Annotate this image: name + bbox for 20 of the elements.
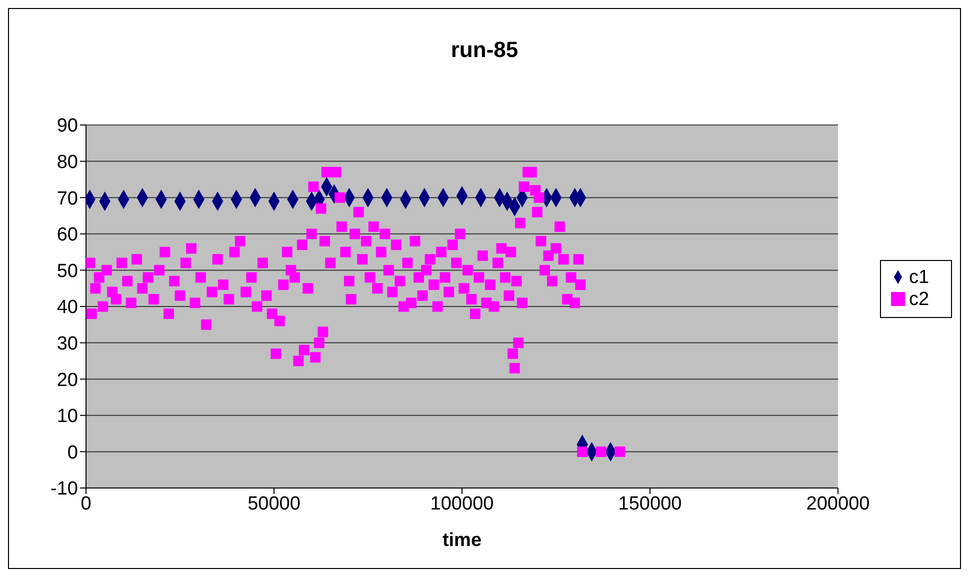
y-tick-label: -10 [50, 478, 78, 500]
x-tick-label: 150000 [618, 493, 682, 514]
legend-label: c2 [909, 288, 930, 310]
y-tick-label: 90 [56, 116, 78, 137]
y-tick-label: 10 [56, 406, 78, 428]
x-tick-label: 50000 [248, 493, 300, 514]
chart-title: run-85 [450, 37, 520, 63]
y-tick-label: 20 [56, 370, 78, 391]
y-tick-label: 70 [56, 188, 78, 210]
y-tick-label: 30 [56, 334, 78, 355]
x-tick-label: 0 [80, 493, 92, 514]
y-tick-label: 80 [56, 152, 78, 174]
y-tick-label: 60 [56, 224, 78, 246]
y-tick-label: 40 [56, 297, 78, 318]
legend-label: c1 [909, 266, 930, 288]
x-tick-label: 200000 [806, 493, 870, 514]
y-tick-label: 50 [56, 260, 78, 282]
x-tick-label: 100000 [430, 493, 494, 514]
x-axis-title: time [442, 530, 482, 551]
y-tick-label: 0 [67, 442, 78, 464]
